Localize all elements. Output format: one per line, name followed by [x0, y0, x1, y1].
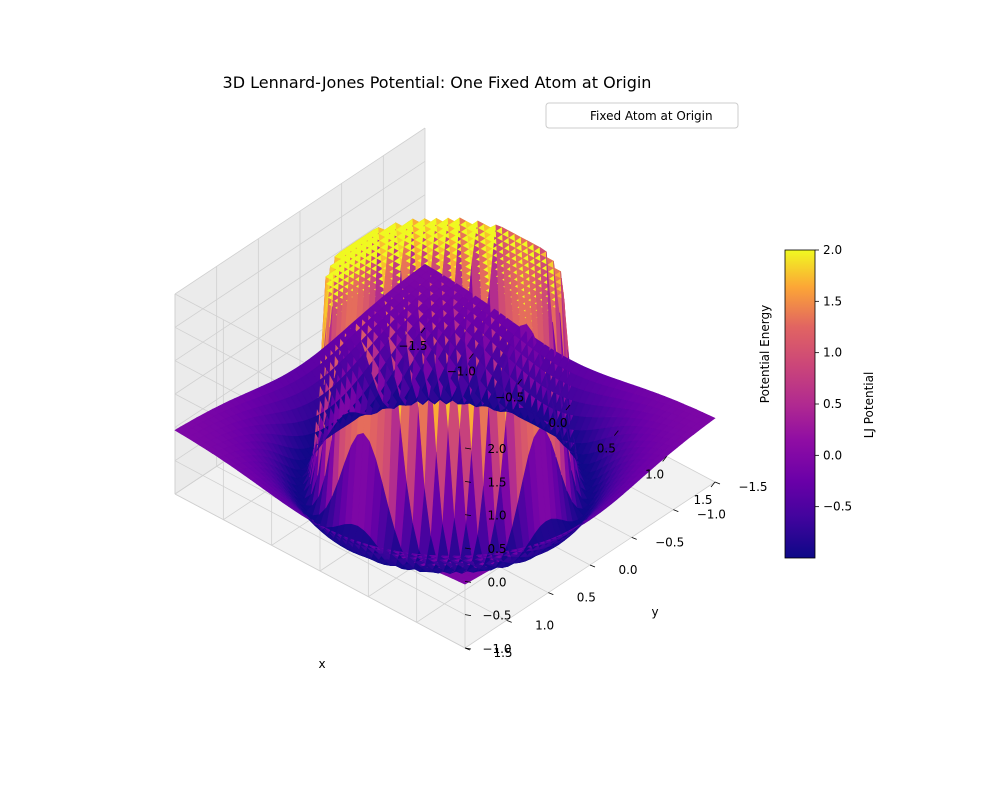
- colorbar-tick-label: 0.5: [823, 397, 842, 411]
- z-tick-mark: [464, 447, 472, 450]
- y-tick-label: −0.5: [655, 535, 684, 549]
- y-tick-mark: [589, 564, 596, 568]
- chart-title: 3D Lennard-Jones Potential: One Fixed At…: [223, 73, 652, 92]
- z-tick-mark: [464, 547, 472, 550]
- x-tick-mark: [614, 430, 619, 436]
- surface-patch: [702, 414, 716, 423]
- z-tick-mark: [464, 614, 472, 617]
- colorbar-tick-label: 2.0: [823, 243, 842, 257]
- grid-line: [174, 460, 466, 616]
- y-tick-label: 1.5: [493, 646, 512, 660]
- x-tick-label: −1.0: [447, 365, 476, 379]
- y-tick-mark: [548, 592, 554, 596]
- x-tick-label: 0.0: [548, 416, 567, 430]
- legend-entry: Fixed Atom at Origin: [590, 109, 713, 123]
- legend-frame: [545, 102, 739, 129]
- colorbar-ticks: −0.5 0.0 0.5 1.0 1.5 2.0: [815, 243, 852, 514]
- x-tick-mark: [710, 481, 716, 488]
- z-tick-label: 0.5: [487, 542, 506, 556]
- colorbar-bar: [784, 249, 816, 559]
- z-tick-label: 1.5: [487, 475, 506, 489]
- x-tick-mark: [517, 379, 522, 385]
- x-tick-label: −0.5: [495, 390, 524, 404]
- y-tick-mark: [506, 619, 512, 623]
- z-tick-mark: [464, 580, 472, 583]
- colorbar-tick-label: 0.0: [823, 448, 842, 462]
- z-tick-mark: [464, 480, 472, 483]
- colorbar: −0.5 0.0 0.5 1.0 1.5 2.0 LJ Potential: [784, 243, 876, 559]
- colorbar-tick-label: 1.0: [823, 346, 842, 360]
- lj-surface: [174, 217, 716, 585]
- y-tick-label: −1.5: [738, 480, 767, 494]
- z-tick-mark: [464, 514, 472, 517]
- y-tick-label: −1.0: [697, 508, 726, 522]
- y-axis-label: y: [651, 605, 658, 619]
- x-tick-mark: [469, 353, 474, 359]
- x-tick-label: 1.5: [693, 493, 712, 507]
- grid-line: [174, 161, 426, 328]
- z-tick-label: −1.0: [482, 642, 511, 656]
- z-tick-label: −0.5: [482, 609, 511, 623]
- y-tick-mark: [714, 481, 721, 485]
- z-tick-label: 0.0: [487, 575, 506, 589]
- colorbar-label: LJ Potential: [862, 372, 876, 439]
- y-tick-label: 0.5: [577, 591, 596, 605]
- grid-line: [174, 127, 426, 295]
- z-tick-label: 2.0: [487, 442, 506, 456]
- grid-line: [174, 493, 466, 649]
- x-tick-label: 1.0: [645, 467, 664, 481]
- colorbar-tick-label: −0.5: [823, 500, 852, 514]
- y-tick-label: 0.0: [618, 563, 637, 577]
- colorbar-tick-label: 1.5: [823, 294, 842, 308]
- legend: Fixed Atom at Origin: [545, 102, 739, 129]
- x-axis-label: x: [318, 657, 325, 671]
- z-axis-label: Potential Energy: [758, 305, 772, 403]
- z-tick-label: 1.0: [487, 509, 506, 523]
- x-tick-mark: [565, 404, 571, 411]
- y-tick-mark: [631, 536, 637, 540]
- x-tick-mark: [420, 327, 426, 334]
- axis-ticks: −1.5 −1.0 −0.5 0.0 0.5 1.0 1.5 −1.5 −1.0 −0.5 0.0 0…: [398, 327, 768, 660]
- x-tick-label: 0.5: [597, 442, 616, 456]
- x-tick-label: −1.5: [398, 339, 427, 353]
- grid-line: [174, 194, 426, 361]
- y-tick-label: 1.0: [535, 618, 554, 632]
- x-tick-mark: [662, 456, 667, 462]
- z-tick-mark: [464, 647, 472, 650]
- y-tick-mark: [673, 509, 679, 513]
